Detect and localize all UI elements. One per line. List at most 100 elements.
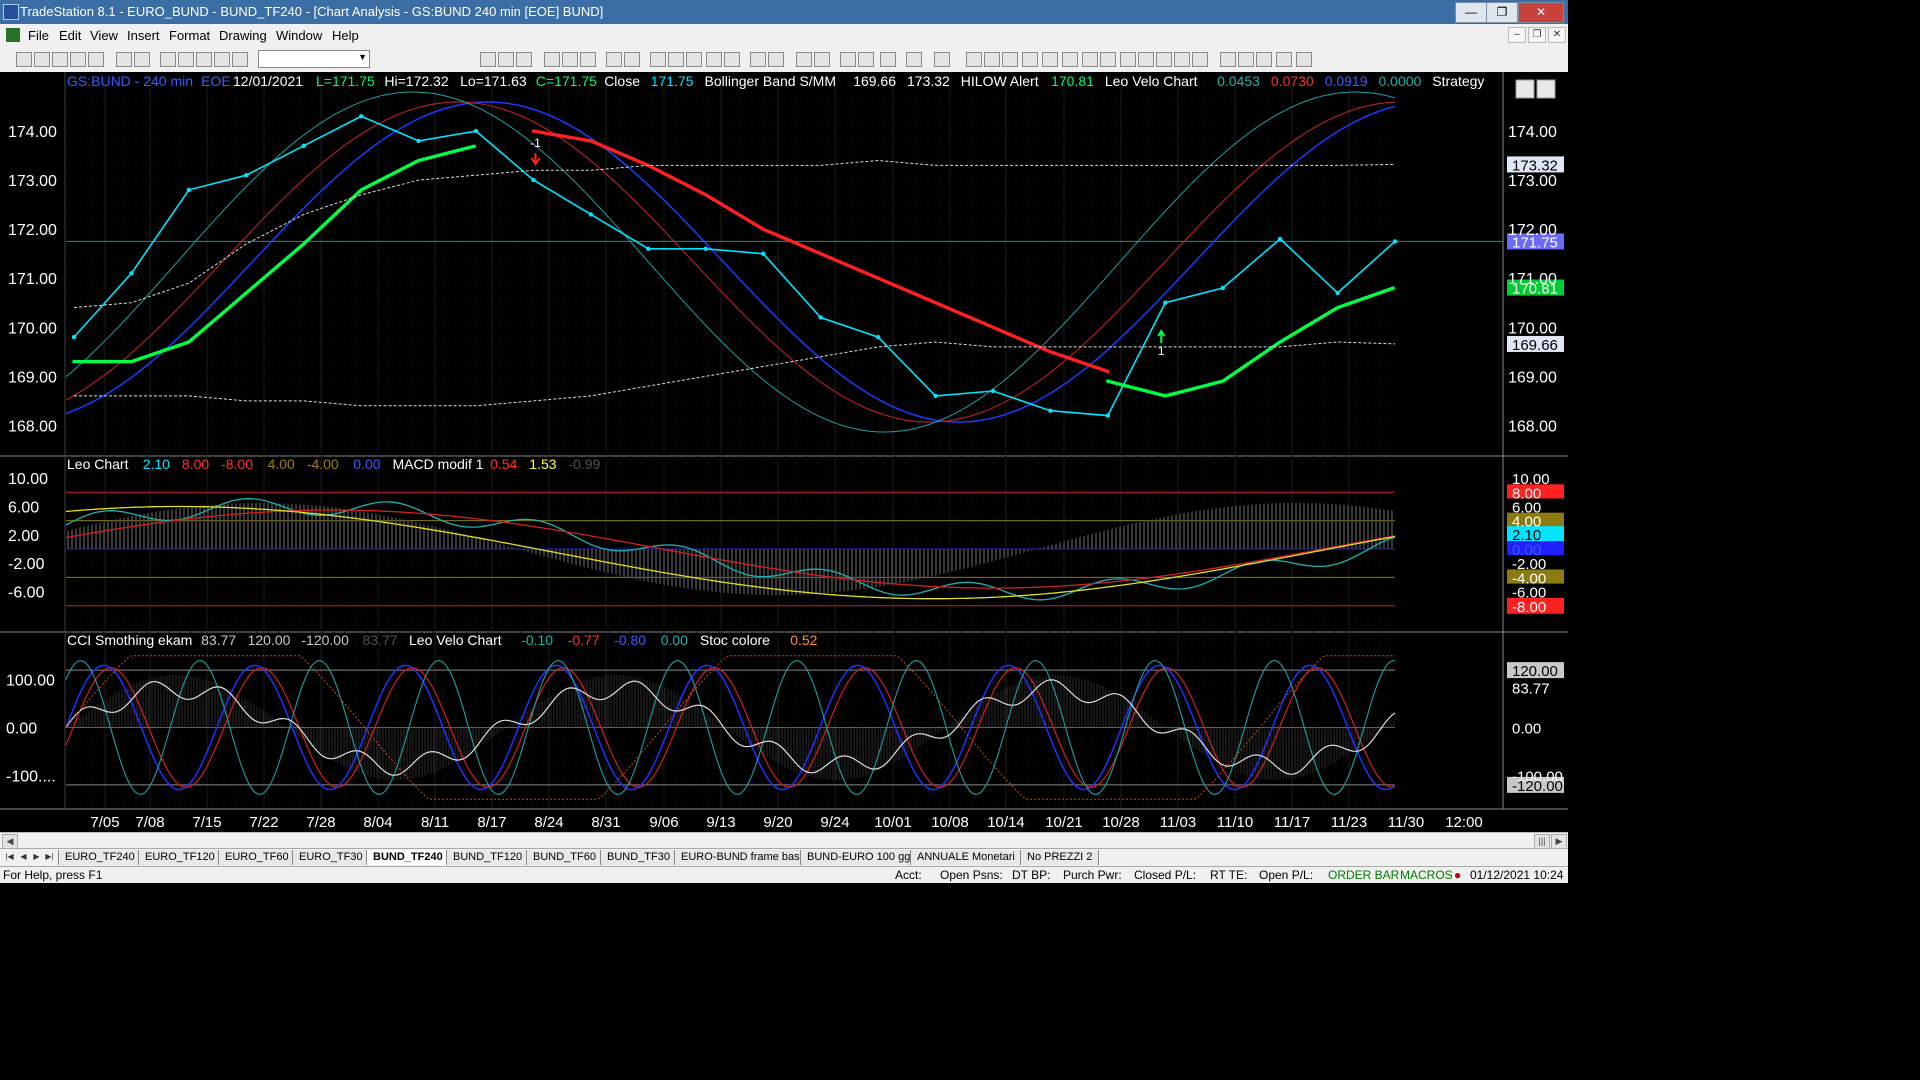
toolbar-tool-icon[interactable]: [1296, 52, 1312, 67]
toolbar-tool-icon[interactable]: [750, 52, 766, 67]
toolbar-tool-icon[interactable]: [1156, 52, 1172, 67]
toolbar-tool-icon[interactable]: [214, 52, 230, 67]
macros-button[interactable]: MACROS: [1400, 868, 1453, 882]
tab-euro-tf60[interactable]: EURO_TF60: [218, 850, 296, 865]
toolbar-tool-icon[interactable]: [1002, 52, 1018, 67]
toolbar-tool-icon[interactable]: [880, 52, 896, 67]
tab-next-icon[interactable]: ▶: [33, 852, 40, 861]
symbol-combo[interactable]: ▼: [258, 50, 370, 68]
toolbar-tool-icon[interactable]: [1174, 52, 1190, 67]
menu-help[interactable]: Help: [332, 28, 359, 43]
tab-annuale-monetari[interactable]: ANNUALE Monetari: [910, 850, 1022, 865]
chart-canvas[interactable]: 7/05 7/08 7/15 7/22 7/28 8/04 8/11 8/17 8/24 8/31…: [0, 72, 1568, 832]
toolbar-tool-icon[interactable]: [1062, 52, 1078, 67]
tab-last-icon[interactable]: ▶|: [45, 852, 54, 861]
scroll-right-icon[interactable]: ▶: [1551, 834, 1567, 849]
toolbar-tool-icon[interactable]: [178, 52, 194, 67]
tab-euro-tf30[interactable]: EURO_TF30: [292, 850, 370, 865]
cci_panel-legend-item: 0.52: [790, 632, 817, 648]
toolbar-tool-icon[interactable]: [814, 52, 830, 67]
menu-drawing[interactable]: Drawing: [219, 28, 267, 43]
toolbar-tool-icon[interactable]: [858, 52, 874, 67]
toolbar-tool-icon[interactable]: [562, 52, 578, 67]
menu-file[interactable]: File: [28, 28, 49, 43]
toolbar-tool-icon[interactable]: [984, 52, 1000, 67]
menu-format[interactable]: Format: [169, 28, 211, 43]
toolbar-tool-icon[interactable]: [580, 52, 596, 67]
tab-first-icon[interactable]: |◀: [5, 852, 14, 861]
tab-bund-euro-100-gg[interactable]: BUND-EURO 100 gg: [800, 850, 918, 865]
toolbar-tool-icon[interactable]: [1082, 52, 1098, 67]
tab-prev-icon[interactable]: ◀: [20, 852, 27, 861]
toolbar-tool-icon[interactable]: [480, 52, 496, 67]
tab-euro-tf120[interactable]: EURO_TF120: [138, 850, 222, 865]
tab-bund-tf30[interactable]: BUND_TF30: [600, 850, 677, 865]
price_panel-legend-item: 170.81: [1051, 73, 1094, 89]
toolbar-tool-icon[interactable]: [706, 52, 722, 67]
toolbar-tool-icon[interactable]: [1220, 52, 1236, 67]
toolbar-tool-icon[interactable]: [116, 52, 132, 67]
toolbar-tool-icon[interactable]: [966, 52, 982, 67]
mdi-minimize-icon[interactable]: –: [1508, 27, 1526, 43]
mdi-close-icon[interactable]: ✕: [1548, 27, 1566, 43]
toolbar-tool-icon[interactable]: [516, 52, 532, 67]
tab-bund-tf240[interactable]: BUND_TF240: [366, 850, 450, 865]
tab-euro-bund-frame-bassi[interactable]: EURO-BUND frame bassi: [674, 850, 815, 865]
tab-bund-tf120[interactable]: BUND_TF120: [446, 850, 530, 865]
document-icon[interactable]: [6, 28, 20, 42]
toolbar-tool-icon[interactable]: [1120, 52, 1136, 67]
menu-insert[interactable]: Insert: [127, 28, 160, 43]
menu-view[interactable]: View: [90, 28, 118, 43]
chart-analysis-window[interactable]: 7/05 7/08 7/15 7/22 7/28 8/04 8/11 8/17 8/24 8/31…: [0, 72, 1568, 832]
toolbar-tool-icon[interactable]: [796, 52, 812, 67]
tab-bund-tf60[interactable]: BUND_TF60: [526, 850, 603, 865]
toolbar-tool-icon[interactable]: [34, 52, 50, 67]
tradestation-app-icon[interactable]: [3, 4, 19, 20]
toolbar-tool-icon[interactable]: [1276, 52, 1292, 67]
toolbar-tool-icon[interactable]: [160, 52, 176, 67]
chart-horizontal-scrollbar[interactable]: ◀ ||| ▶: [0, 832, 1568, 849]
macd_panel-legend-item: 0.54: [490, 456, 517, 472]
toolbar-tool-icon[interactable]: [232, 52, 248, 67]
toolbar-tool-icon[interactable]: [1256, 52, 1272, 67]
tab-no-prezzi-2[interactable]: No PREZZI 2: [1020, 850, 1100, 865]
toolbar-tool-icon[interactable]: [668, 52, 684, 67]
toolbar-tool-icon[interactable]: [906, 52, 922, 67]
toolbar-tool-icon[interactable]: [544, 52, 560, 67]
workspace-tabs: |◀ ◀ ▶ ▶| EURO_TF240 EURO_TF120 EURO_TF60 E…: [0, 848, 1568, 867]
toolbar-tool-icon[interactable]: [1100, 52, 1116, 67]
chart-restore-icon[interactable]: [1536, 79, 1556, 99]
close-button[interactable]: ✕: [1518, 2, 1564, 23]
scroll-thumb-icon[interactable]: |||: [1534, 834, 1550, 849]
toolbar-tool-icon[interactable]: [650, 52, 666, 67]
menu-window[interactable]: Window: [276, 28, 323, 43]
menu-edit[interactable]: Edit: [59, 28, 82, 43]
toolbar-tool-icon[interactable]: [134, 52, 150, 67]
minimize-button[interactable]: —: [1455, 2, 1487, 23]
toolbar-tool-icon[interactable]: [686, 52, 702, 67]
toolbar-tool-icon[interactable]: [934, 52, 950, 67]
maximize-button[interactable]: ❐: [1486, 2, 1518, 23]
mdi-restore-icon[interactable]: ❐: [1528, 27, 1546, 43]
toolbar-tool-icon[interactable]: [624, 52, 640, 67]
toolbar-tool-icon[interactable]: [88, 52, 104, 67]
chart-minimize-icon[interactable]: [1515, 79, 1535, 99]
toolbar-tool-icon[interactable]: [52, 52, 68, 67]
toolbar-tool-icon[interactable]: [498, 52, 514, 67]
scroll-left-icon[interactable]: ◀: [2, 834, 18, 849]
toolbar-tool-icon[interactable]: [1138, 52, 1154, 67]
toolbar-tool-icon[interactable]: [606, 52, 622, 67]
toolbar-tool-icon[interactable]: [196, 52, 212, 67]
toolbar-tool-icon[interactable]: [1238, 52, 1254, 67]
toolbar-tool-icon[interactable]: [16, 52, 32, 67]
toolbar-tool-icon[interactable]: [1192, 52, 1208, 67]
toolbar-tool-icon[interactable]: [1022, 52, 1038, 67]
toolbar-tool-icon[interactable]: [840, 52, 856, 67]
tab-euro-tf240[interactable]: EURO_TF240: [58, 850, 142, 865]
toolbar-tool-icon[interactable]: [724, 52, 740, 67]
order-bar-button[interactable]: ORDER BAR: [1328, 868, 1400, 882]
toolbar-tool-icon[interactable]: [1042, 52, 1058, 67]
toolbar-tool-icon[interactable]: [70, 52, 86, 67]
toolbar-tool-icon[interactable]: [768, 52, 784, 67]
axis-value-tag: [1507, 776, 1564, 793]
